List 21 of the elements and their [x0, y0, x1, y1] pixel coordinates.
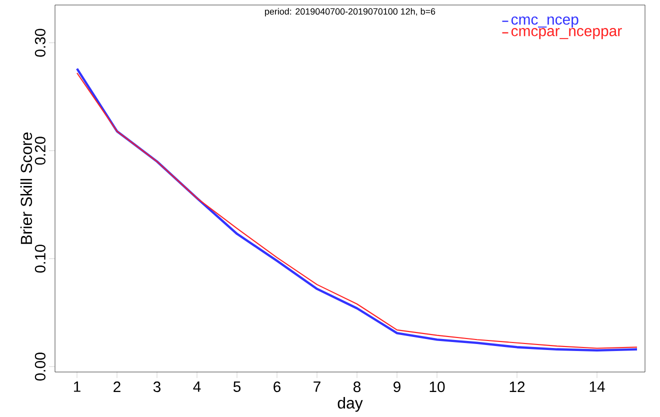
x-tick-label: 7 — [314, 382, 320, 392]
y-axis-title: Brier Skill Score — [20, 132, 32, 244]
x-tick-label: 12 — [510, 382, 525, 392]
legend-label: cmc_ncep — [511, 16, 578, 28]
y-tick-label: 0.20 — [34, 136, 46, 165]
chart-title: period: 2019040700-2019070100 12h, b=6 — [265, 8, 436, 16]
x-tick-label: 8 — [354, 382, 361, 392]
x-tick-label: 5 — [233, 382, 241, 392]
x-tick-label: 1 — [74, 382, 80, 392]
x-tick-label: 9 — [394, 382, 400, 392]
x-tick-label: 14 — [590, 382, 605, 392]
x-tick-label: 2 — [114, 382, 120, 392]
y-tick-label: 0.30 — [34, 28, 46, 57]
legend-label: cmcpar_nceppar — [511, 28, 622, 40]
x-tick-label: 10 — [430, 382, 445, 392]
x-axis-title: day — [338, 396, 363, 412]
y-tick-label: 0.00 — [34, 352, 46, 381]
x-tick-label: 6 — [274, 382, 280, 392]
x-tick-label: 4 — [193, 382, 201, 392]
x-tick-label: 3 — [153, 382, 160, 392]
y-tick-label: 0.10 — [34, 244, 46, 273]
